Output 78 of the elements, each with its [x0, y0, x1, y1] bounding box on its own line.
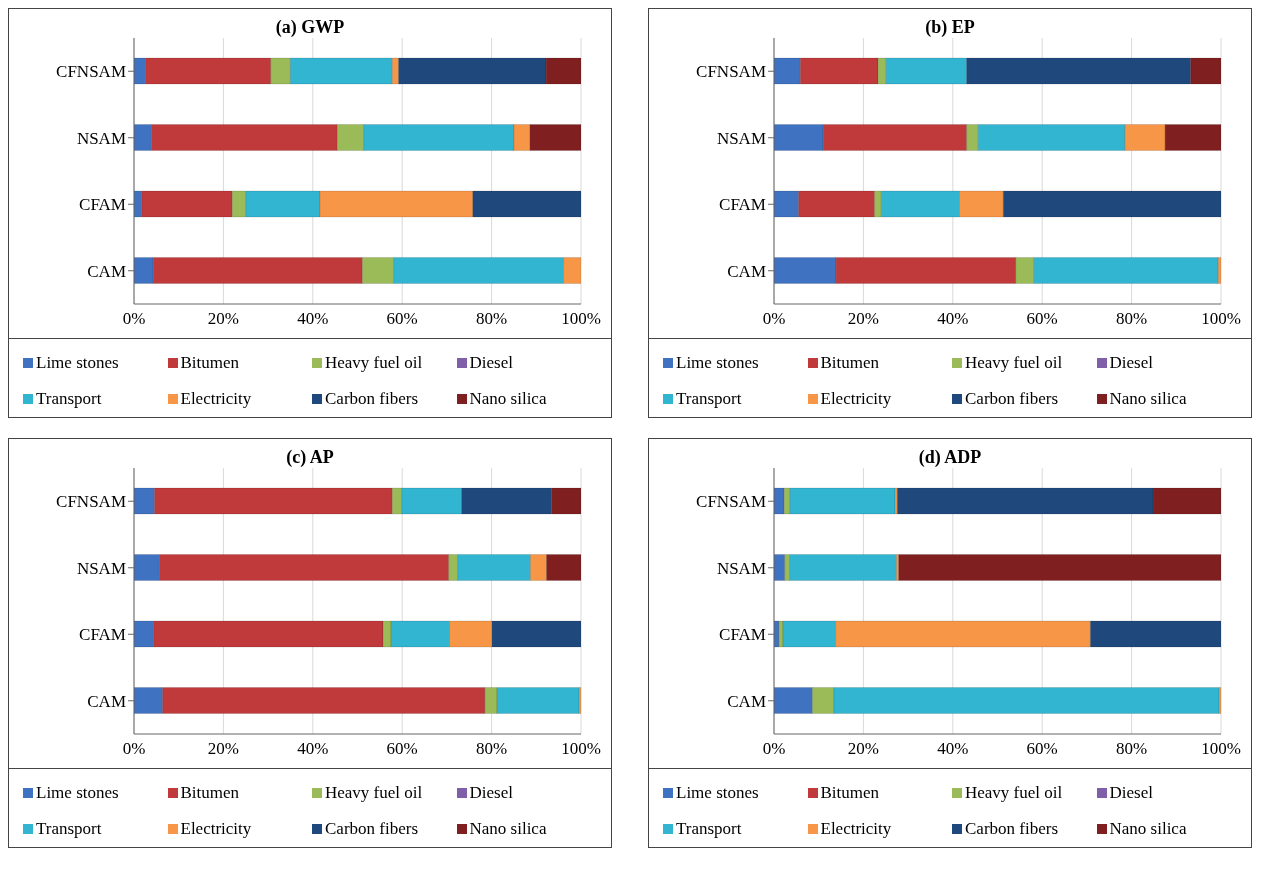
legend-label: Bitumen	[820, 783, 880, 803]
y-tick-label: NSAM	[716, 128, 766, 148]
y-tick-label: CFNSAM	[696, 62, 766, 82]
x-tick-label: 100%	[561, 309, 601, 329]
legend-label: Heavy fuel oil	[965, 353, 1063, 373]
x-tick-label: 20%	[207, 309, 239, 329]
x-tick-label: 80%	[1116, 309, 1148, 329]
y-tick-label: CAM	[87, 261, 126, 281]
legend-label: Nano silica	[1109, 819, 1187, 839]
legend-label: Nano silica	[1109, 389, 1187, 409]
chart-title: (d) ADP	[917, 446, 983, 468]
legend-label: Bitumen	[180, 353, 240, 373]
legend-label: Transport	[36, 819, 102, 839]
x-tick-label: 40%	[297, 739, 329, 759]
legend-label: Lime stones	[36, 783, 119, 803]
y-tick-label: CFNSAM	[696, 492, 766, 512]
y-tick-label: NSAM	[76, 128, 126, 148]
x-tick-label: 20%	[847, 309, 879, 329]
legend-label: Carbon fibers	[965, 819, 1059, 839]
y-tick-label: CFNSAM	[56, 492, 126, 512]
legend-label: Transport	[676, 819, 742, 839]
y-tick-label: CFNSAM	[56, 62, 126, 82]
chart-title: (a) GWP	[274, 16, 346, 38]
y-tick-label: CFAM	[719, 195, 766, 215]
x-tick-label: 40%	[937, 309, 969, 329]
bar	[898, 554, 1221, 581]
x-tick-label: 80%	[476, 739, 508, 759]
legend-label: Nano silica	[469, 819, 547, 839]
legend-label: Bitumen	[180, 783, 240, 803]
x-tick-label: 80%	[476, 309, 508, 329]
x-tick-label: 60%	[386, 309, 418, 329]
x-tick-label: 60%	[1026, 309, 1058, 329]
x-tick-label: 0%	[762, 739, 786, 759]
y-tick-label: CFAM	[79, 625, 126, 645]
x-tick-label: 100%	[561, 739, 601, 759]
x-tick-label: 20%	[207, 739, 239, 759]
legend-label: Electricity	[820, 819, 892, 839]
legend-label: Diesel	[469, 353, 513, 373]
x-tick-label: 100%	[1201, 309, 1241, 329]
legend-label: Nano silica	[469, 389, 547, 409]
legend-label: Lime stones	[676, 783, 759, 803]
x-tick-label: 80%	[1116, 739, 1148, 759]
legend-label: Electricity	[180, 819, 252, 839]
legend-label: Electricity	[820, 389, 892, 409]
y-tick-label: CAM	[727, 261, 766, 281]
legend-label: Transport	[36, 389, 102, 409]
bar	[774, 487, 785, 515]
legend-label: Diesel	[469, 783, 513, 803]
chart-title: (c) AP	[285, 446, 335, 468]
x-tick-label: 60%	[386, 739, 418, 759]
legend-label: Diesel	[1109, 783, 1153, 803]
y-tick-label: CAM	[727, 691, 766, 711]
legend-label: Carbon fibers	[325, 819, 419, 839]
x-tick-label: 0%	[762, 309, 786, 329]
x-tick-label: 0%	[122, 309, 146, 329]
x-tick-label: 20%	[847, 739, 879, 759]
legend-label: Electricity	[180, 389, 252, 409]
y-tick-label: NSAM	[716, 558, 766, 578]
y-tick-label: CFAM	[79, 195, 126, 215]
legend-label: Transport	[676, 389, 742, 409]
legend-label: Lime stones	[676, 353, 759, 373]
y-tick-label: CFAM	[719, 625, 766, 645]
x-tick-label: 40%	[937, 739, 969, 759]
y-tick-label: NSAM	[76, 558, 126, 578]
legend-label: Heavy fuel oil	[965, 783, 1063, 803]
y-tick-label: CAM	[87, 691, 126, 711]
x-tick-label: 0%	[122, 739, 146, 759]
legend-label: Diesel	[1109, 353, 1153, 373]
x-tick-label: 60%	[1026, 739, 1058, 759]
legend-label: Lime stones	[36, 353, 119, 373]
x-tick-label: 40%	[297, 309, 329, 329]
legend-label: Heavy fuel oil	[325, 783, 423, 803]
legend-label: Heavy fuel oil	[325, 353, 423, 373]
chart-title: (b) EP	[924, 16, 976, 38]
legend-label: Bitumen	[820, 353, 880, 373]
legend-label: Carbon fibers	[965, 389, 1059, 409]
x-tick-label: 100%	[1201, 739, 1241, 759]
legend-label: Carbon fibers	[325, 389, 419, 409]
